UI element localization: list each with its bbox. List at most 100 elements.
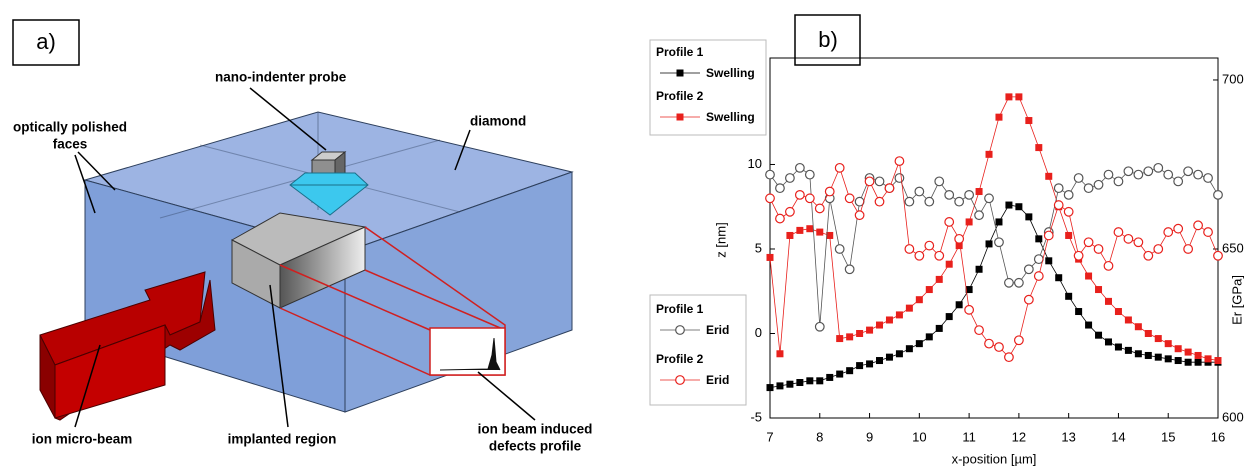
legend-group: Profile 2 [656,352,704,366]
label-faces: optically polished [13,120,127,135]
data-point [945,218,954,227]
data-point [935,251,944,260]
data-point [906,345,913,352]
y-tick-label: 10 [748,156,762,171]
x-tick-label: 10 [912,429,926,444]
data-point [1145,352,1152,359]
data-point [856,362,863,369]
data-point [1025,117,1032,124]
legend-group: Profile 1 [656,45,704,59]
data-point [796,379,803,386]
data-point [1115,308,1122,315]
data-point [905,197,914,206]
data-point [1125,316,1132,323]
data-point [1025,295,1034,304]
data-point [1134,170,1143,179]
data-point [1044,231,1053,240]
data-point [846,367,853,374]
panel-label: b) [818,27,838,52]
data-point [786,232,793,239]
y-tick-label: 5 [755,240,762,255]
data-point [1104,170,1113,179]
data-point [1015,203,1022,210]
x-tick-label: 14 [1111,429,1125,444]
data-point [985,339,994,348]
x-tick-label: 11 [962,429,976,444]
label-implanted: implanted region [228,432,337,447]
data-point [1074,174,1083,183]
data-point [916,296,923,303]
data-point [1114,228,1123,237]
data-point [985,194,994,203]
data-point [925,241,934,250]
data-point [1054,184,1063,193]
data-point [976,188,983,195]
data-point [835,245,844,254]
data-point [1184,167,1193,176]
legend-label: Erid [706,323,729,337]
data-point [1064,208,1073,217]
data-point [1205,355,1212,362]
data-point [1005,202,1012,209]
data-point [1045,257,1052,264]
y2-tick-label: 600 [1222,409,1244,424]
data-point [955,235,964,244]
data-point [1084,238,1093,247]
data-point [816,377,823,384]
data-point [845,265,854,274]
label-diamond: diamond [470,114,526,129]
data-point [845,194,854,203]
data-point [886,354,893,361]
data-point [965,191,974,200]
label-probe: nano-indenter probe [215,70,347,85]
x-tick-label: 8 [816,429,823,444]
data-point [1164,228,1173,237]
data-point [1154,164,1163,173]
x-axis-label: x-position [µm] [952,451,1037,466]
data-point [1125,347,1132,354]
data-point [905,245,914,254]
data-point [885,184,894,193]
data-point [1134,238,1143,247]
data-point [855,211,864,220]
legend-label: Swelling [706,110,755,124]
data-point [1114,177,1123,186]
data-point [1174,224,1183,233]
data-point [1215,357,1222,364]
data-point [1084,184,1093,193]
figure: a) nano-indenter p [0,0,1260,470]
data-point [1065,232,1072,239]
data-point [946,313,953,320]
data-point [1144,167,1153,176]
data-point [925,197,934,206]
data-point [1204,228,1213,237]
data-point [776,382,783,389]
data-point [865,177,874,186]
data-point [1045,173,1052,180]
legend-label: Erid [706,373,729,387]
data-point [767,384,774,391]
data-point [926,333,933,340]
data-point [926,286,933,293]
data-point [1025,213,1032,220]
data-point [896,311,903,318]
data-point [1195,352,1202,359]
data-point [986,240,993,247]
data-point [1185,349,1192,356]
data-point [1204,174,1213,183]
data-point [1194,170,1203,179]
data-point [1035,144,1042,151]
data-point [856,330,863,337]
data-point [1094,245,1103,254]
data-point [836,371,843,378]
data-point [1154,245,1163,254]
data-point [1105,298,1112,305]
data-point [886,316,893,323]
data-point [975,326,984,335]
data-point [1155,335,1162,342]
data-point [895,174,904,183]
data-point [1174,177,1183,186]
data-point [1054,201,1063,210]
label-beam: ion micro-beam [32,432,133,447]
y2-tick-label: 650 [1222,240,1244,255]
